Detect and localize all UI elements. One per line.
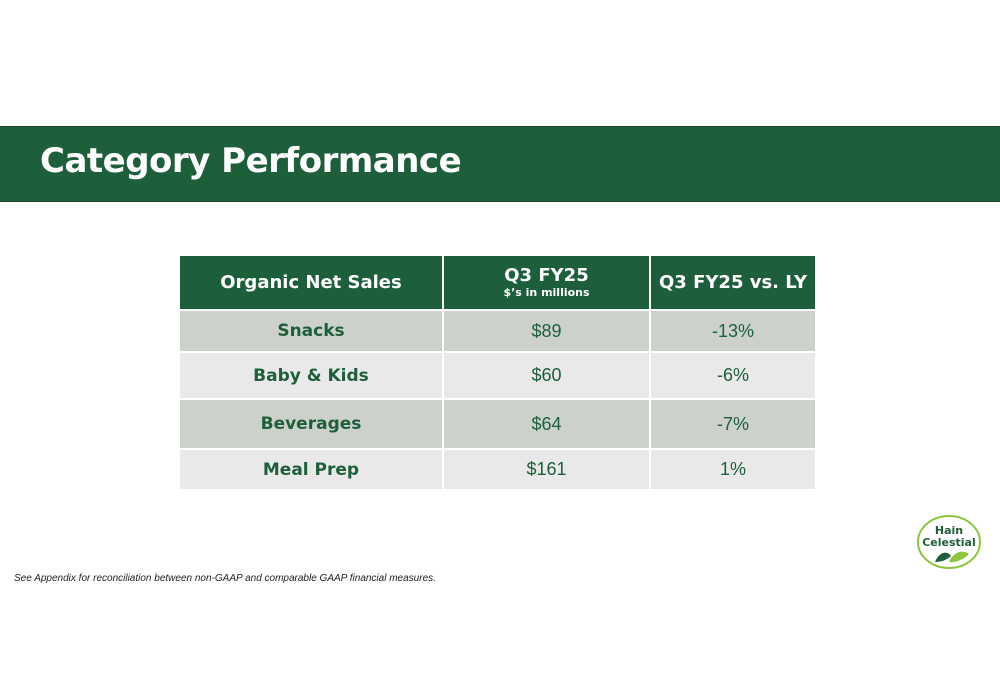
slide-title: Category Performance — [40, 141, 462, 181]
row-category: Baby & Kids — [180, 352, 444, 400]
header-organic-net-sales-label: Organic Net Sales — [220, 271, 402, 293]
title-band: Category Performance — [0, 126, 1000, 202]
header-vs-ly: Q3 FY25 vs. LY — [650, 256, 815, 311]
header-vs-ly-label: Q3 FY25 vs. LY — [659, 271, 807, 293]
row-sales: $64 — [443, 399, 651, 450]
row-category: Snacks — [180, 310, 444, 353]
row-change: 1% — [650, 449, 815, 489]
table-row: Snacks $89 -13% — [180, 310, 815, 353]
leaf-icon: Hain Celestial — [917, 515, 981, 569]
row-change: -6% — [650, 352, 815, 400]
row-change: -7% — [650, 399, 815, 450]
table-row: Beverages $64 -7% — [180, 399, 815, 450]
category-performance-table: Organic Net Sales Q3 FY25 $’s in million… — [180, 256, 815, 489]
hain-celestial-logo: Hain Celestial — [913, 512, 985, 572]
row-sales: $60 — [443, 352, 651, 400]
header-organic-net-sales: Organic Net Sales — [180, 256, 444, 311]
logo-line2: Celestial — [922, 536, 976, 549]
footnote: See Appendix for reconciliation between … — [14, 573, 436, 584]
header-q3-fy25: Q3 FY25 $’s in millions — [443, 256, 651, 311]
header-q3-fy25-label: Q3 FY25 — [504, 265, 589, 286]
row-category: Beverages — [180, 399, 444, 450]
row-sales: $89 — [443, 310, 651, 353]
row-change: -13% — [650, 310, 815, 353]
table-row: Baby & Kids $60 -6% — [180, 352, 815, 400]
table-header-row: Organic Net Sales Q3 FY25 $’s in million… — [180, 256, 815, 311]
row-sales: $161 — [443, 449, 651, 489]
header-q3-fy25-units: $’s in millions — [503, 286, 590, 299]
logo-line1: Hain — [935, 524, 963, 537]
table-row: Meal Prep $161 1% — [180, 449, 815, 489]
row-category: Meal Prep — [180, 449, 444, 489]
